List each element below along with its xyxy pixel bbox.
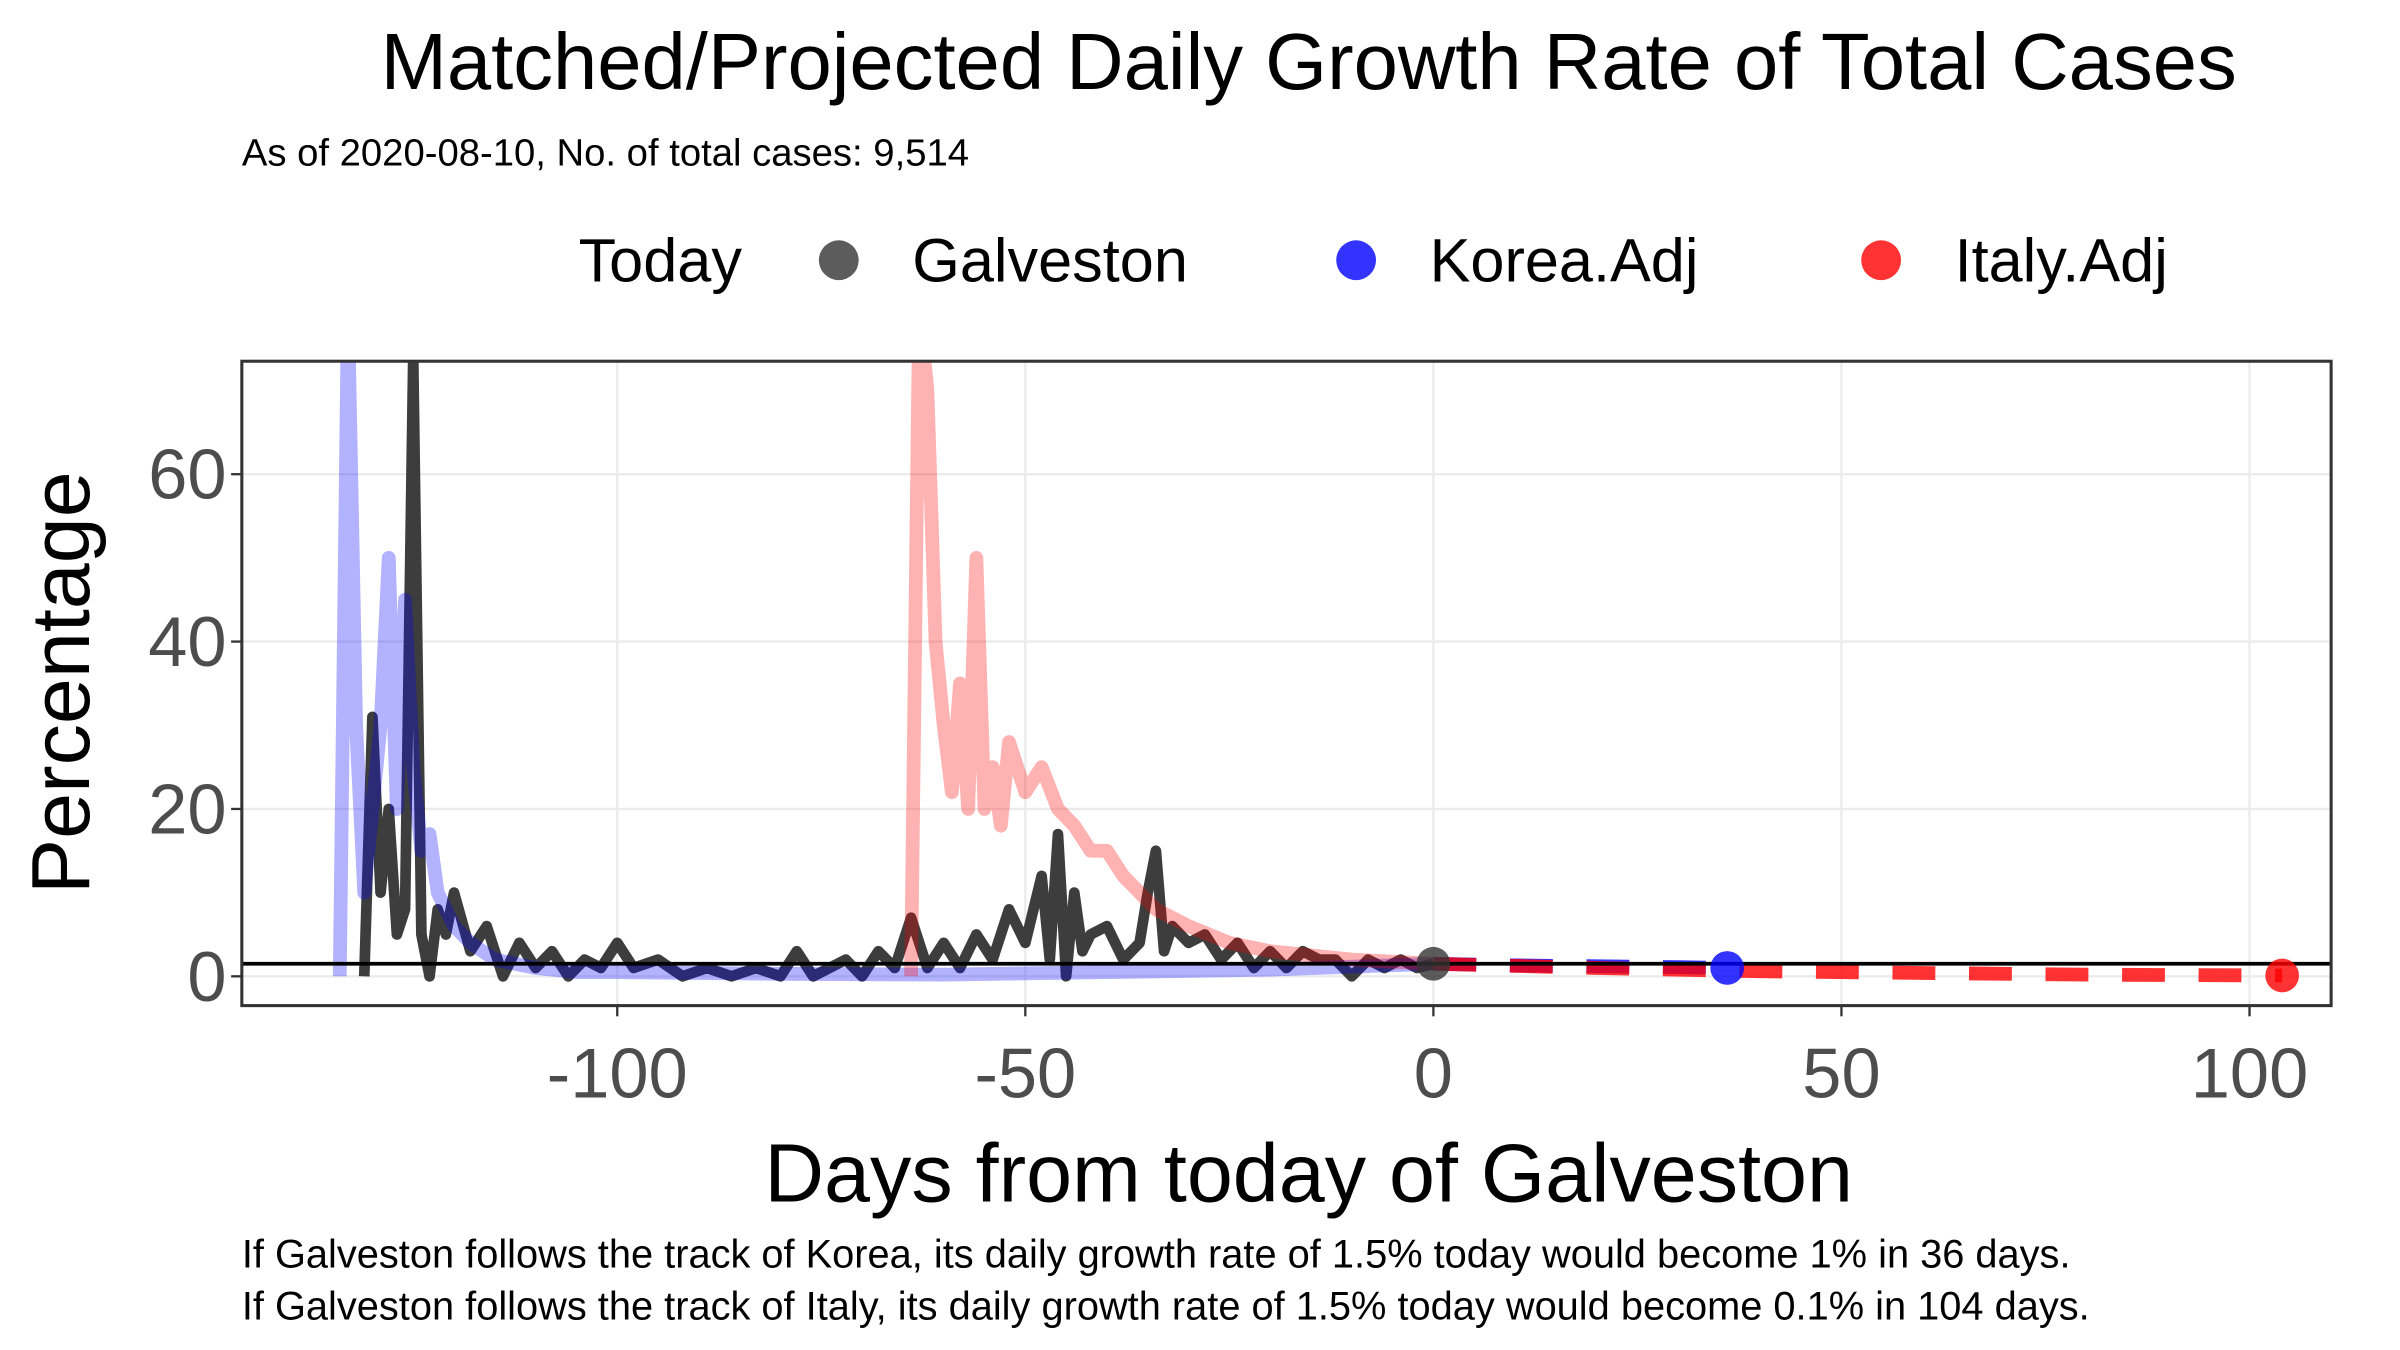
x-tick-label: 100 [2191,1033,2308,1112]
chart-title: Matched/Projected Daily Growth Rate of T… [381,17,2237,106]
legend-title: Today [579,227,743,295]
x-axis-title: Days from today of Galveston [764,1127,1853,1220]
y-axis-title: Percentage [14,471,107,894]
footnote: If Galveston follows the track of Korea,… [242,1232,2071,1276]
today-marker [1710,951,1745,985]
series-line [358,361,1435,982]
x-tick-label: -100 [547,1033,688,1112]
plot-area [241,361,2332,1006]
chart-subtitle: As of 2020-08-10, No. of total cases: 9,… [242,131,969,174]
legend-label: Galveston [912,227,1188,295]
projection-line [1433,956,2283,983]
y-tick-label: 0 [187,937,226,1016]
series-line [332,361,1434,982]
legend-marker [818,240,859,281]
legend-marker [1336,240,1377,281]
legend-label: Italy.Adj [1955,227,2168,295]
y-tick-label: 60 [148,435,226,514]
today-marker [2265,958,2299,993]
legend-marker [1861,240,1902,281]
x-tick-label: 50 [1802,1033,1880,1112]
y-tick-label: 20 [148,769,226,848]
x-tick-label: 0 [1414,1033,1453,1112]
y-tick-label: 40 [148,602,226,681]
x-tick-label: -50 [974,1033,1076,1112]
today-marker [1416,946,1451,981]
footnote: If Galveston follows the track of Italy,… [242,1284,2090,1328]
panel-border [240,359,2333,1008]
legend-label: Korea.Adj [1430,227,1699,295]
series-line [904,361,1434,977]
